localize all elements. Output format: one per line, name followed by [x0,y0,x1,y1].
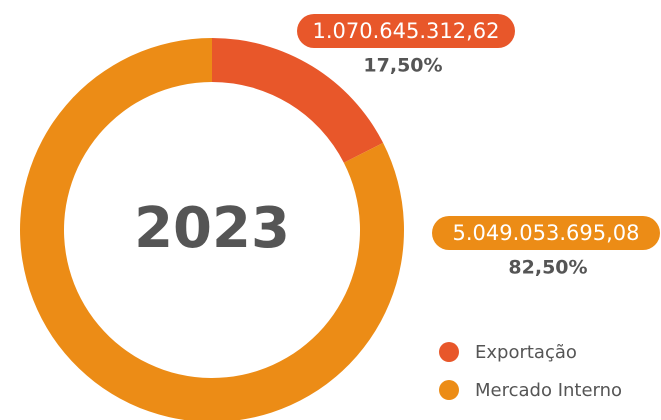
legend-swatch [439,342,459,362]
percent-label: 17,50% [363,55,442,77]
donut [20,38,404,420]
donut-slice [212,38,384,163]
percent-label: 82,50% [508,257,587,279]
value-label-pill [432,216,660,250]
legend-label: Exportação [475,342,577,363]
center-label: 2023 [134,196,290,261]
value-label-pill [297,14,515,48]
legend-label: Mercado Interno [475,380,622,401]
value-label: 1.070.645.312,62 [312,19,499,43]
legend-swatch [439,380,459,400]
value-label: 5.049.053.695,08 [452,221,639,245]
